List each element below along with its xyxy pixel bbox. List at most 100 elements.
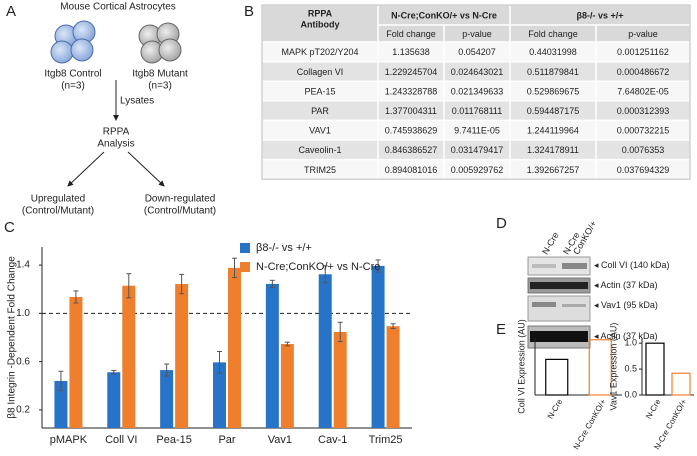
table-cell: 1.324178911 — [527, 145, 579, 155]
table-cell: 7.64802E-05 — [617, 86, 669, 96]
panel-label: E — [496, 321, 506, 338]
arrowhead: ◂ — [594, 331, 601, 341]
group-n: (n=3) — [61, 81, 85, 92]
bar — [160, 370, 174, 428]
x-tick-label: pMAPK — [50, 434, 88, 446]
row-bg — [262, 81, 690, 101]
column-header: p-value — [628, 29, 658, 39]
table-cell: 1.392667257 — [527, 165, 580, 175]
bar — [545, 358, 569, 396]
table-cell: 0.594487175 — [527, 106, 580, 116]
bar — [671, 372, 691, 396]
band — [562, 263, 587, 269]
rppa-table: MAPK pT202/Y204 1.135638 0.054207 0.4403199… — [261, 4, 691, 180]
bar — [213, 362, 226, 428]
y-axis-label: β8 Integrin -Dependent Fold Change — [7, 256, 18, 419]
table-cell: 0.745938629 — [385, 126, 438, 136]
table-border — [261, 4, 691, 180]
panel-label: D — [496, 215, 507, 232]
arrow — [127, 151, 165, 187]
table-cell: 0.031479417 — [451, 145, 504, 155]
band-label: ◂ Actin (37 kDa) — [594, 280, 658, 290]
row-bg — [262, 140, 690, 160]
band-label: ◂ Vav1 (95 kDa) — [594, 300, 658, 310]
bar — [69, 296, 83, 428]
x-tick-label: N-Cre ConKO/+ — [572, 397, 608, 451]
arrowhead: ◂ — [594, 300, 601, 310]
table-cell: 0.037694329 — [617, 165, 670, 175]
legend-label: β8-/- vs +/+ — [256, 242, 312, 254]
x-tick-label: N-Cre — [546, 397, 565, 420]
arrowhead: ◂ — [594, 260, 601, 270]
table-cell: 1.229245704 — [385, 67, 438, 77]
table-cell: 1.243328788 — [385, 86, 438, 96]
analysis-label: Analysis — [97, 139, 134, 150]
column-header: p-value — [462, 29, 492, 39]
legend-swatch — [240, 243, 250, 253]
group-name: Itgb8 Mutant — [132, 69, 188, 80]
row-header: VAV1 — [309, 126, 331, 136]
bar — [333, 331, 347, 428]
band — [530, 331, 588, 342]
table-cell: 0.529869675 — [527, 86, 580, 96]
y-tick-label: 0.5 — [624, 363, 637, 373]
bar — [280, 344, 294, 428]
bar — [107, 372, 121, 428]
column-header: RPPA — [308, 8, 333, 18]
band — [562, 304, 586, 307]
x-tick-label: Pea-15 — [156, 434, 191, 446]
bar — [228, 267, 241, 428]
row-bg — [262, 100, 690, 121]
control-cells — [50, 20, 96, 64]
row-bg — [262, 159, 690, 180]
step-label: Lysates — [120, 96, 154, 107]
x-tick-label: Vav1 — [268, 434, 292, 446]
arrow — [67, 151, 105, 187]
table-cell: 1.244119964 — [527, 126, 579, 136]
band-name: Vav1 (95 kDa) — [601, 300, 658, 310]
row-header: Caveolin-1 — [298, 145, 341, 155]
outcome-label: Upregulated — [31, 194, 85, 205]
blot — [527, 256, 591, 276]
row-bg — [262, 61, 690, 82]
group-header: β8-/- vs +/+ — [576, 10, 623, 20]
band-name: Actin (37 kDa) — [601, 331, 658, 341]
band — [532, 302, 556, 307]
analysis-label: RPPA — [103, 127, 130, 138]
bar — [386, 326, 400, 428]
band-label: ◂ Coll VI (140 kDa) — [594, 260, 670, 270]
table-cell: 1.377004311 — [385, 106, 437, 116]
panel-a-title: Mouse Cortical Astrocytes — [60, 2, 176, 13]
table-cell: 0.894081016 — [385, 165, 438, 175]
group-n: (n=3) — [148, 81, 172, 92]
outcome-label: (Control/Mutant) — [144, 206, 216, 217]
header-bg — [262, 5, 690, 42]
row-header: TRIM25 — [304, 165, 336, 175]
table-cell: 0.44031998 — [529, 47, 577, 57]
legend-label: N-Cre;ConKO/+ vs N-Cre — [256, 261, 380, 273]
table-cell: 0.001251162 — [617, 47, 669, 57]
row-bg — [262, 42, 690, 62]
column-header: Fold change — [386, 29, 436, 39]
outcome-label: Down-regulated — [145, 194, 216, 205]
chart: 0.2 0.6 1.0 1.4β8 Integrin -Dependent Fold … — [7, 242, 412, 446]
band-name: Actin (37 kDa) — [601, 280, 658, 290]
band-label: ◂ Actin (37 kDa) — [594, 331, 658, 341]
bar — [371, 265, 385, 428]
row-bg — [262, 120, 690, 140]
column-header: Antibody — [301, 19, 340, 29]
table-cell: 0.511879841 — [527, 67, 579, 77]
y-tick-label: 1.0 — [624, 338, 637, 348]
y-axis-label: Coll VI Expression (AU) — [516, 319, 526, 414]
panel-label: C — [4, 219, 15, 236]
x-tick-label: Trim25 — [369, 434, 403, 446]
group-name: Itgb8 Control — [44, 69, 101, 80]
group-header: N-Cre;ConKO/+ vs N-Cre — [391, 10, 497, 20]
table-cell: 0.000312393 — [617, 106, 670, 116]
bar — [175, 284, 189, 428]
legend-swatch — [240, 262, 250, 272]
bar — [318, 274, 332, 428]
table-cell: 0.021349633 — [451, 86, 504, 96]
